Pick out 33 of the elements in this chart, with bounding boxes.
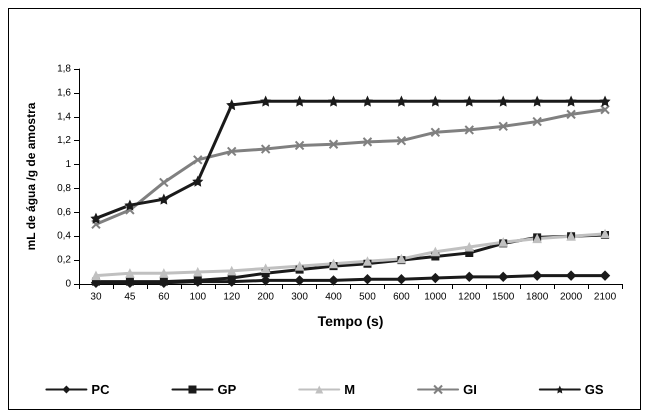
y-tick-label: 0,6 [57,206,72,218]
legend-label: M [344,382,356,397]
x-tick-label: 400 [325,292,342,302]
x-tick-label: 2100 [594,292,617,302]
y-tick-label: 1 [65,159,72,170]
y-tick-label: 1,6 [57,87,72,98]
x-tick-label: 30 [90,292,102,302]
x-tick-label: 500 [359,292,376,302]
x-tick-label: 600 [393,292,410,302]
x-tick-label: 120 [223,292,240,302]
x-tick-label: 1800 [526,292,549,302]
legend-label: PC [91,382,110,397]
x-tick-label: 45 [124,292,136,302]
y-tick-label: 1,4 [57,111,72,122]
x-tick-label: 1200 [458,292,481,302]
x-tick-label: 200 [257,292,274,302]
x-tick-label: 2000 [560,292,583,302]
y-tick-label: 0,2 [57,254,72,266]
y-tick-label: 0,8 [57,182,72,194]
legend-label: GI [463,382,477,397]
x-tick-label: 60 [158,292,170,302]
x-tick-label: 100 [189,292,207,302]
y-tick-label: 1,2 [57,135,72,146]
x-tick-label: 300 [291,292,308,302]
y-axis-title: mL de água /g de amostra [24,102,38,250]
legend-label: GP [217,382,237,397]
legend-label: GS [584,382,604,397]
y-tick-label: 1,8 [57,64,72,74]
y-tick-label: 0,4 [57,230,72,242]
x-axis-title: Tempo (s) [318,313,384,329]
y-tick-label: 0 [65,278,72,290]
x-tick-label: 1000 [424,292,447,302]
x-tick-label: 1500 [492,292,515,302]
